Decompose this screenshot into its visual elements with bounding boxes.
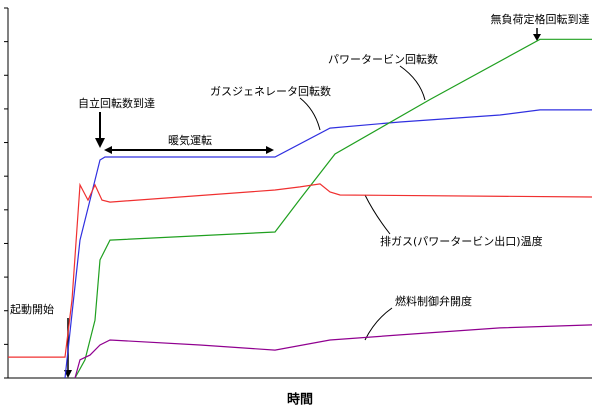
series-label: ガスジェネレータ回転数 — [210, 85, 331, 98]
annotation: 暖気運転 — [168, 133, 212, 147]
annotation: 起動開始 — [10, 302, 54, 316]
annotation: 無負荷定格回転到達 — [491, 12, 590, 26]
arrowhead — [95, 138, 105, 148]
leader — [364, 194, 391, 235]
series-line — [74, 324, 593, 379]
series-label: パワータービン回転数 — [328, 53, 438, 66]
series-line — [74, 38, 592, 379]
leader — [299, 97, 321, 131]
leader — [399, 65, 426, 101]
series-line — [64, 109, 592, 379]
arrowhead — [533, 34, 541, 41]
series-label: 排ガス(パワータービン出口)温度 — [380, 234, 543, 248]
x-axis-label: 時間 — [287, 392, 313, 408]
series-line — [8, 182, 593, 358]
series-label: 燃料制御弁開度 — [395, 294, 472, 308]
annotation: 自立回転数到達 — [78, 96, 155, 110]
